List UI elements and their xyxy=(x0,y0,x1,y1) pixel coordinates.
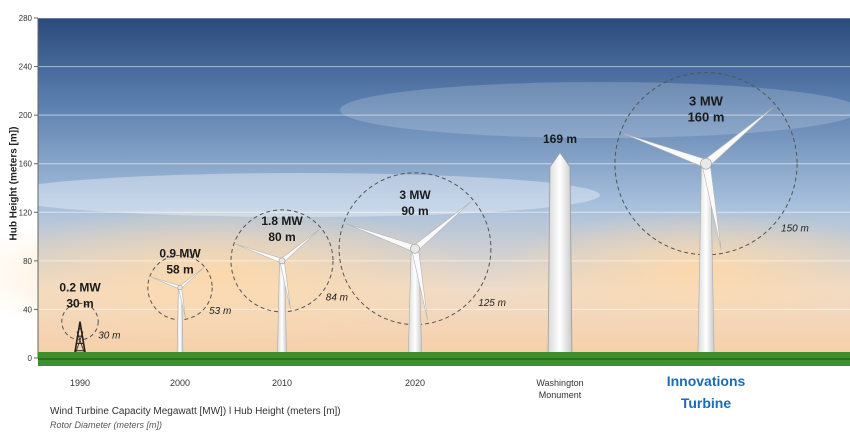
monument-height-label: 169 m xyxy=(543,132,577,146)
hub-height-label: 90 m xyxy=(401,204,428,218)
ground-line xyxy=(38,358,850,360)
lattice-brace xyxy=(76,331,86,355)
turbine-hub xyxy=(177,285,183,291)
hub-height-label: 30 m xyxy=(66,297,93,311)
y-axis-title: Hub Height (meters [m]) xyxy=(8,126,20,241)
capacity-label: 3 MW xyxy=(689,94,724,109)
x-tick-label: 2000 xyxy=(170,378,190,388)
y-tick-label: 280 xyxy=(19,14,33,23)
turbine-hub xyxy=(278,257,286,265)
capacity-label: 3 MW xyxy=(399,188,431,202)
lattice-tower xyxy=(73,321,87,359)
rotor-diameter-label: 125 m xyxy=(478,298,506,309)
x-label-highlight-2: Turbine xyxy=(681,395,732,411)
rotor-diameter-label: 150 m xyxy=(781,223,809,234)
x-tick-label: 1990 xyxy=(70,378,90,388)
sky-glow-right xyxy=(500,210,850,330)
capacity-label: 0.2 MW xyxy=(59,281,101,295)
turbine-hub xyxy=(700,157,712,170)
y-tick-label: 0 xyxy=(28,354,33,363)
x-label-highlight: Innovations xyxy=(667,373,746,389)
turbine-hub xyxy=(410,243,420,254)
gridlines xyxy=(38,17,850,310)
item-2000: 0.9 MW 58 m 53 m xyxy=(147,247,231,359)
y-tick-label: 40 xyxy=(23,305,32,314)
cloud-band-2 xyxy=(340,82,850,138)
capacity-label: 0.9 MW xyxy=(159,247,201,261)
y-tick-label: 160 xyxy=(19,160,33,169)
x-tick-label: Washington xyxy=(536,378,583,388)
hub-height-label: 58 m xyxy=(166,263,193,277)
x-tick-label: 2010 xyxy=(272,378,292,388)
y-tick-label: 80 xyxy=(23,257,32,266)
item-2010: 1.8 MW 80 m 84 m xyxy=(230,209,348,359)
y-tick-label: 120 xyxy=(19,208,33,217)
lattice-brace xyxy=(74,331,84,355)
rotor-diameter-label: 84 m xyxy=(326,293,348,304)
rotor-diameter-label: 30 m xyxy=(98,330,120,341)
washington-monument xyxy=(547,152,573,359)
rotor-diameter-label: 53 m xyxy=(209,306,231,317)
x-tick-labels: 1990 2000 2010 2020 Washington Monument Innova… xyxy=(70,373,746,411)
hub-height-label: 80 m xyxy=(268,230,295,244)
chart-marks: 0.2 MW 30 m 30 m 0.9 MW 58 m 53 m 1.8 MW 80 m 84… xyxy=(59,72,809,359)
y-tick-labels: 0 40 80 120 160 200 240 280 xyxy=(19,14,38,363)
item-1990: 0.2 MW 30 m 30 m xyxy=(59,281,120,359)
footnote-rotor: Rotor Diameter (meters [m]) xyxy=(50,420,163,430)
y-tick-label: 240 xyxy=(19,63,33,72)
footnote-capacity-hub: Wind Turbine Capacity Megawatt [MW]) l H… xyxy=(50,406,341,417)
x-tick-label-2: Monument xyxy=(539,390,582,400)
sky-glow xyxy=(0,205,480,345)
capacity-label: 1.8 MW xyxy=(261,214,303,228)
item-2020: 3 MW 90 m 125 m xyxy=(338,172,506,359)
x-tick-label: 2020 xyxy=(405,378,425,388)
cloud-band xyxy=(0,173,600,217)
y-tick-label: 200 xyxy=(19,111,33,120)
hub-height-label: 160 m xyxy=(688,110,725,125)
